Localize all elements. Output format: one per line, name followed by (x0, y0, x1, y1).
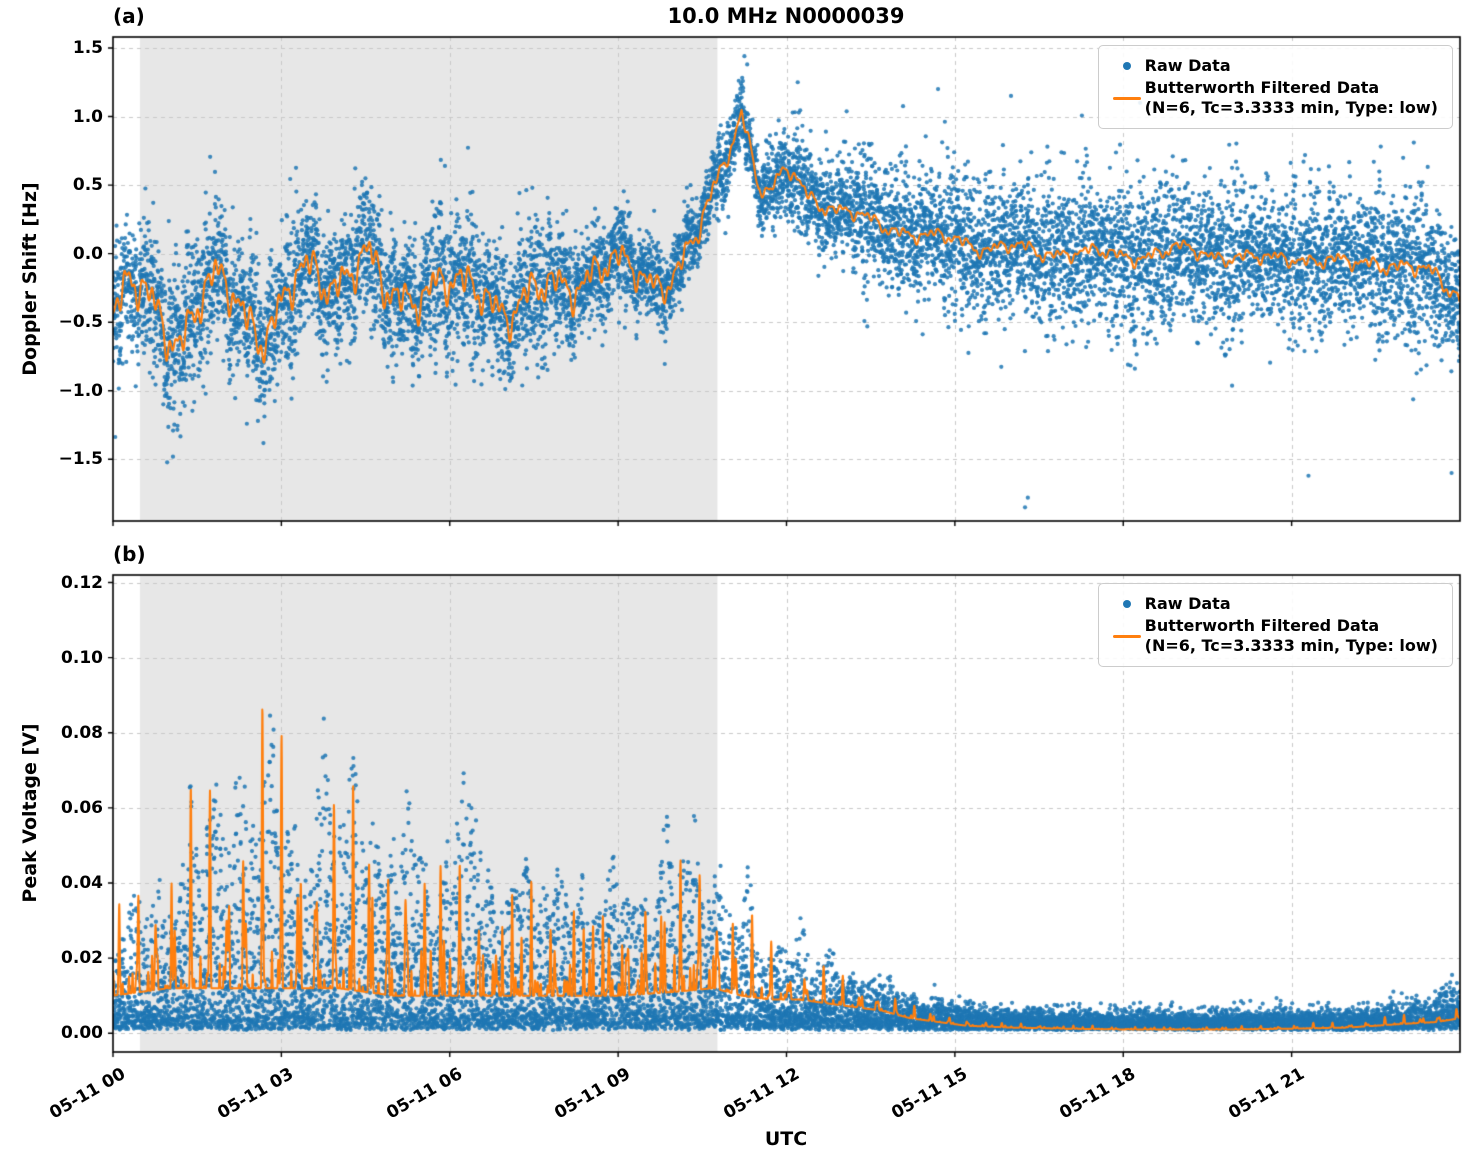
filtered-line-marker-icon (1112, 634, 1141, 638)
y-axis-label-b: Peak Voltage [V] (19, 723, 41, 903)
y-tick-label: −1.5 (58, 449, 103, 470)
y-tick-label: −0.5 (58, 312, 103, 333)
y-axis-label-a: Doppler Shift [Hz] (19, 182, 41, 376)
y-tick-label: 1.0 (72, 106, 103, 127)
legend-entry-raw: Raw Data (1109, 56, 1438, 76)
y-tick-label: 0.04 (61, 872, 103, 893)
legend-entry-filtered: Butterworth Filtered Data (N=6, Tc=3.3333… (1109, 78, 1438, 118)
legend-entry-raw: Raw Data (1109, 594, 1438, 614)
legend-raw-label: Raw Data (1144, 56, 1231, 75)
y-tick-label: 0.02 (61, 948, 103, 969)
y-tick-label: 0.06 (61, 797, 103, 818)
raw-data-marker-icon (1122, 600, 1131, 608)
y-tick-label: 0.08 (61, 722, 103, 743)
y-tick-label: 0.0 (72, 243, 103, 264)
legend-raw-label: Raw Data (1144, 594, 1231, 613)
y-tick-label: −1.0 (58, 380, 103, 401)
legend-filtered-label: Butterworth Filtered Data (N=6, Tc=3.3333… (1144, 78, 1438, 117)
legend-panel-a: Raw Data Butterworth Filtered Data (N=6, T… (1097, 45, 1453, 129)
panel-a-label: (a) (113, 4, 145, 28)
y-tick-label: 0.10 (61, 647, 103, 668)
legend-filtered-label: Butterworth Filtered Data (N=6, Tc=3.3333… (1144, 616, 1438, 655)
y-tick-label: 1.5 (72, 37, 103, 58)
panel-b-label: (b) (113, 542, 146, 566)
y-tick-label: 0.5 (72, 175, 103, 196)
filtered-line-marker-icon (1112, 96, 1141, 100)
legend-panel-b: Raw Data Butterworth Filtered Data (N=6, T… (1097, 583, 1453, 667)
y-tick-label: 0.12 (61, 572, 103, 593)
y-tick-label: 0.00 (61, 1023, 103, 1044)
plot-title: 10.0 MHz N0000039 (667, 4, 905, 28)
x-axis-label: UTC (764, 1128, 808, 1150)
raw-data-marker-icon (1122, 62, 1131, 70)
legend-entry-filtered: Butterworth Filtered Data (N=6, Tc=3.3333… (1109, 616, 1438, 656)
